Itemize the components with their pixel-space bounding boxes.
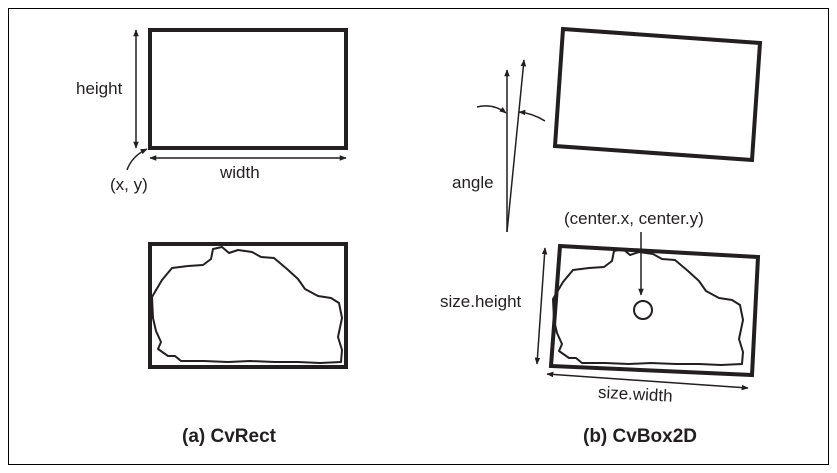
figure-frame [8,8,829,465]
cvbox2d-bounding-box [548,243,761,378]
angle-label: angle [452,173,494,192]
center-point [633,300,653,320]
size-height-arrow [534,247,548,365]
caption-a: (a) CvRect [182,426,277,447]
panel-a: height width (x, y) (a) CvRect [76,28,348,447]
origin-label: (x, y) [110,175,148,194]
cvrect-bounding-box [148,242,348,369]
center-label: (center.x, center.y) [564,209,704,228]
angle-pointer-left [476,105,507,114]
angle-ray-tilted [506,59,527,233]
width-label: width [219,163,260,182]
blob-contour-b [552,248,744,366]
cvbox2d-rotated-rectangle [552,26,763,163]
origin-pointer-arrow [126,148,148,171]
blob-contour-a [151,246,343,364]
caption-b: (b) CvBox2D [583,426,697,447]
size-width-arrow [546,371,749,391]
size-width-label: size.width [598,383,674,406]
height-label: height [76,79,123,98]
cvrect-rectangle [148,28,348,150]
panel-b: angle (center.x, center.y) size.height s… [440,26,763,447]
angle-pointer-right [518,109,546,122]
size-height-label: size.height [440,292,522,311]
